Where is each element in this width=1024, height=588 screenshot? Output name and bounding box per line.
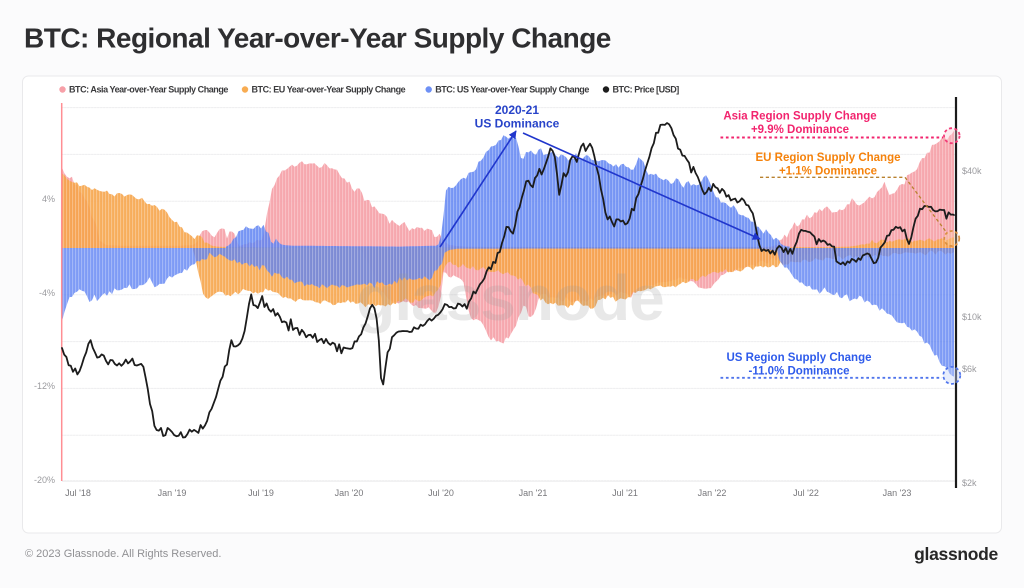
svg-text:4%: 4% [42, 194, 55, 204]
svg-text:Jul '20: Jul '20 [428, 488, 454, 498]
svg-text:glassnode: glassnode [356, 262, 664, 334]
svg-text:Jan '22: Jan '22 [698, 488, 727, 498]
svg-text:Jul '21: Jul '21 [612, 488, 638, 498]
svg-text:Asia Region Supply Change: Asia Region Supply Change [723, 111, 876, 123]
svg-text:-4%: -4% [39, 288, 55, 298]
svg-text:$40k: $40k [962, 166, 982, 176]
svg-text:Jan '20: Jan '20 [335, 488, 364, 498]
svg-text:Jan '23: Jan '23 [883, 488, 912, 498]
svg-text:US Region Supply Change: US Region Supply Change [726, 352, 871, 364]
svg-text:Jan '19: Jan '19 [158, 488, 187, 498]
svg-text:-11.0% Dominance: -11.0% Dominance [749, 366, 850, 378]
svg-text:EU Region Supply Change: EU Region Supply Change [755, 152, 900, 164]
svg-text:Jul '18: Jul '18 [65, 488, 91, 498]
svg-text:+1.1% Dominance: +1.1% Dominance [779, 166, 877, 178]
svg-text:+9.9% Dominance: +9.9% Dominance [751, 124, 849, 136]
svg-text:$6k: $6k [962, 364, 977, 374]
svg-text:BTC: Asia Year-over-Year Suppl: BTC: Asia Year-over-Year Supply Change [69, 85, 228, 95]
svg-text:2020-21: 2020-21 [495, 103, 539, 117]
svg-text:glassnode: glassnode [914, 544, 998, 564]
svg-text:Jan '21: Jan '21 [519, 488, 548, 498]
svg-text:-12%: -12% [34, 381, 55, 391]
svg-text:BTC: EU Year-over-Year Supply: BTC: EU Year-over-Year Supply Change [252, 85, 406, 95]
svg-text:BTC: US Year-over-Year Supply: BTC: US Year-over-Year Supply Change [435, 85, 589, 95]
svg-text:© 2023 Glassnode. All Rights R: © 2023 Glassnode. All Rights Reserved. [25, 548, 221, 560]
svg-text:Jul '22: Jul '22 [793, 488, 819, 498]
svg-text:US Dominance: US Dominance [475, 117, 560, 131]
svg-text:-20%: -20% [34, 475, 55, 485]
svg-text:$10k: $10k [962, 312, 982, 322]
svg-text:BTC: Regional Year-over-Year S: BTC: Regional Year-over-Year Supply Chan… [24, 23, 611, 54]
svg-text:BTC: Price [USD]: BTC: Price [USD] [613, 85, 680, 95]
svg-text:Jul '19: Jul '19 [248, 488, 274, 498]
svg-text:$2k: $2k [962, 478, 977, 488]
